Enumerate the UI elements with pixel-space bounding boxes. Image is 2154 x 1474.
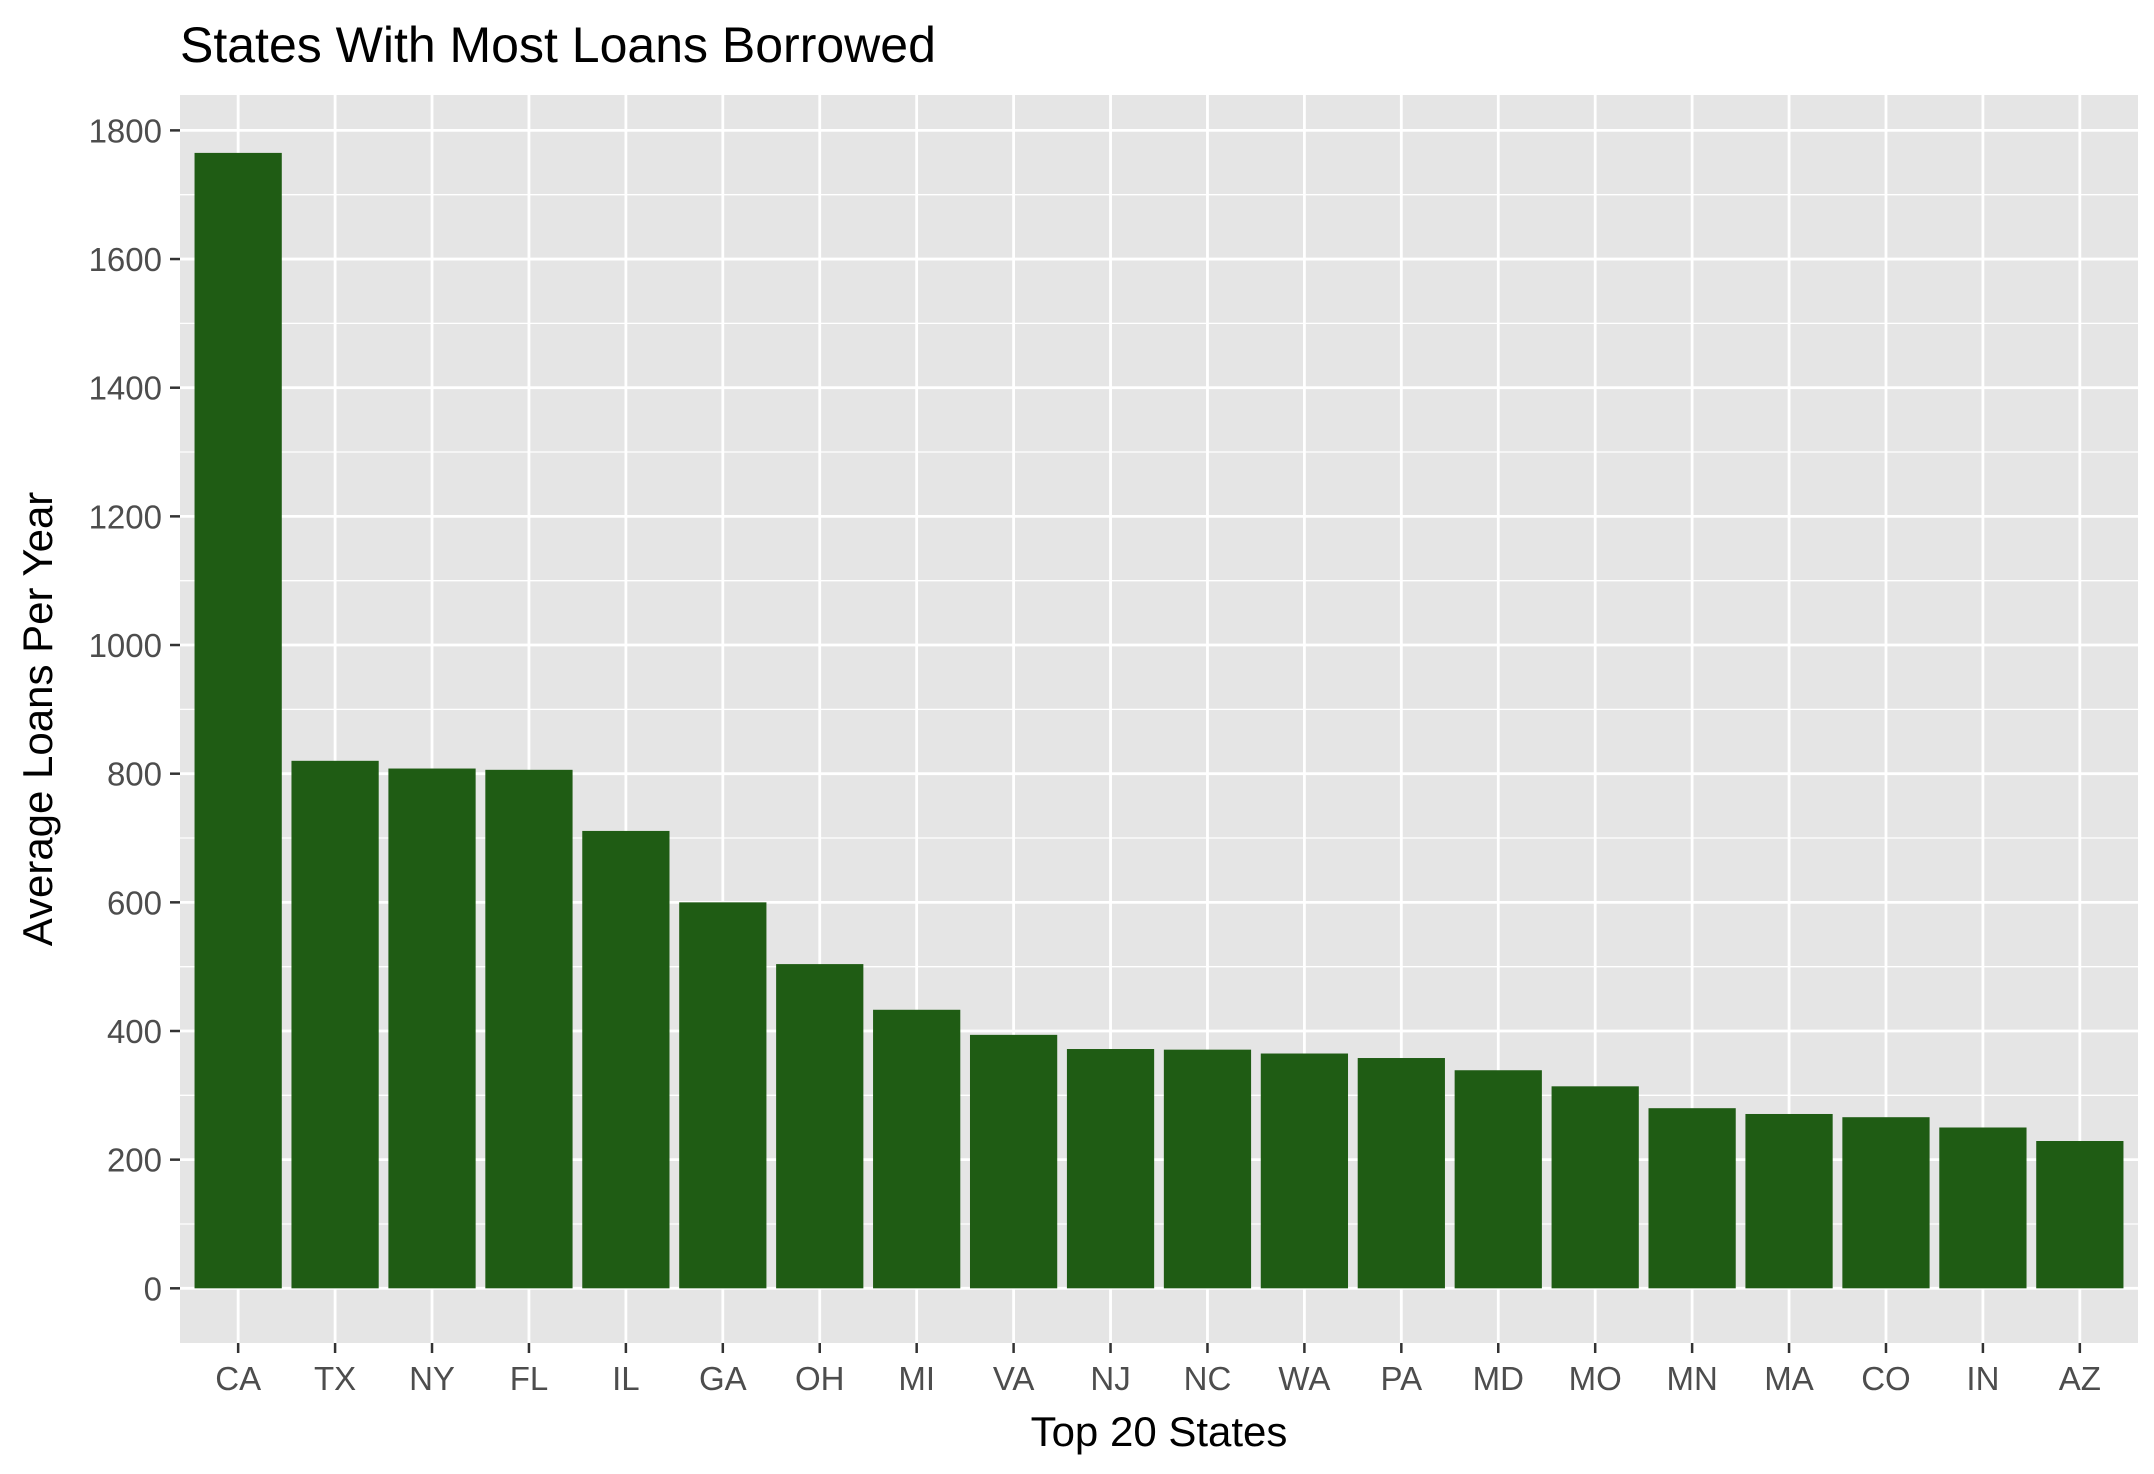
y-axis: 0 200 400 600 800 1000 1200 1400 1600 1800 bbox=[89, 112, 180, 1307]
x-tick-label: OH bbox=[795, 1360, 845, 1397]
y-tick-label: 1600 bbox=[89, 241, 162, 278]
bar-oh bbox=[776, 964, 864, 1289]
x-tick-label: CA bbox=[215, 1360, 261, 1397]
x-axis-title: Top 20 States bbox=[1031, 1408, 1288, 1455]
y-tick-label: 800 bbox=[107, 756, 162, 793]
y-tick-label: 200 bbox=[107, 1142, 162, 1179]
x-tick-label: VA bbox=[993, 1360, 1035, 1397]
bar-ny bbox=[388, 768, 476, 1289]
y-tick-label: 1000 bbox=[89, 627, 162, 664]
x-tick-label: NJ bbox=[1090, 1360, 1130, 1397]
y-tick-label: 0 bbox=[144, 1270, 162, 1307]
bar-il bbox=[582, 830, 670, 1289]
y-tick-label: 1400 bbox=[89, 370, 162, 407]
x-tick-label: NC bbox=[1184, 1360, 1232, 1397]
bar-nj bbox=[1066, 1049, 1155, 1289]
chart-title: States With Most Loans Borrowed bbox=[180, 17, 936, 73]
x-tick-label: MD bbox=[1473, 1360, 1524, 1397]
x-tick-label: PA bbox=[1381, 1360, 1423, 1397]
bar-series bbox=[194, 152, 2124, 1289]
bar-pa bbox=[1357, 1058, 1445, 1289]
x-tick-label: FL bbox=[510, 1360, 549, 1397]
bar-va bbox=[969, 1034, 1058, 1289]
x-tick-label: CO bbox=[1861, 1360, 1911, 1397]
bar-az bbox=[2036, 1141, 2124, 1289]
y-axis-title: Average Loans Per Year bbox=[14, 492, 61, 947]
y-tick-label: 1800 bbox=[89, 112, 162, 149]
bar-md bbox=[1454, 1070, 1542, 1289]
x-tick-label: AZ bbox=[2059, 1360, 2101, 1397]
y-tick-label: 600 bbox=[107, 884, 162, 921]
bar-ca bbox=[194, 152, 282, 1289]
bar-ga bbox=[679, 902, 767, 1289]
x-tick-label: MI bbox=[898, 1360, 935, 1397]
x-tick-label: NY bbox=[409, 1360, 455, 1397]
bar-mn bbox=[1648, 1108, 1736, 1289]
x-tick-label: MN bbox=[1666, 1360, 1717, 1397]
bar-mo bbox=[1551, 1086, 1639, 1289]
bar-wa bbox=[1260, 1053, 1349, 1289]
bar-fl bbox=[485, 769, 573, 1289]
x-axis: CA TX NY FL IL GA OH MI VA NJ NC WA PA MD MO MN MA CO IN AZ bbox=[215, 1343, 2101, 1397]
bar-tx bbox=[291, 760, 379, 1289]
x-tick-label: GA bbox=[699, 1360, 747, 1397]
x-tick-label: MO bbox=[1569, 1360, 1622, 1397]
bar-ma bbox=[1745, 1113, 1833, 1289]
x-tick-label: TX bbox=[314, 1360, 356, 1397]
bar-in bbox=[1939, 1127, 2027, 1289]
bar-nc bbox=[1163, 1049, 1252, 1289]
x-tick-label: IL bbox=[612, 1360, 640, 1397]
x-tick-label: WA bbox=[1278, 1360, 1330, 1397]
x-tick-label: MA bbox=[1764, 1360, 1814, 1397]
y-tick-label: 1200 bbox=[89, 498, 162, 535]
x-tick-label: IN bbox=[1966, 1360, 1999, 1397]
bar-mi bbox=[873, 1009, 961, 1289]
y-tick-label: 400 bbox=[107, 1013, 162, 1050]
bar-co bbox=[1842, 1117, 1930, 1289]
